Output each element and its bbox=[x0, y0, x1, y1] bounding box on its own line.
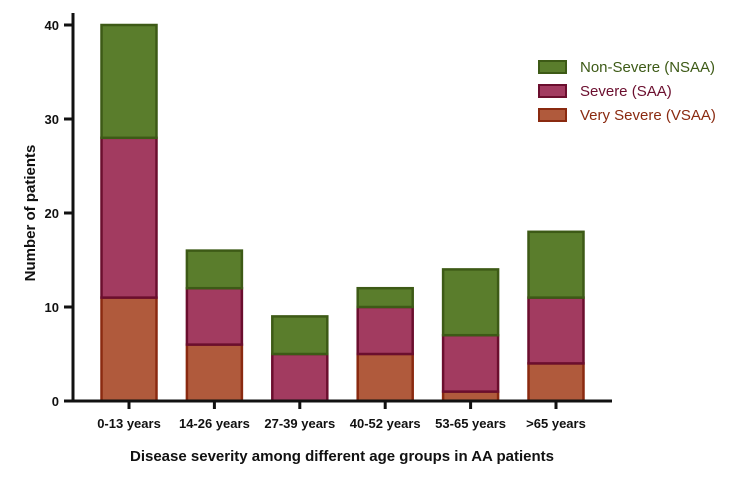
bar-segment bbox=[271, 315, 329, 356]
bar-segment bbox=[185, 343, 244, 403]
bar-segment bbox=[356, 286, 414, 309]
legend-label: Severe (SAA) bbox=[580, 83, 672, 100]
x-tick-label: 40-52 years bbox=[350, 416, 421, 431]
bar-segment bbox=[441, 333, 500, 393]
bars-group bbox=[100, 23, 585, 403]
legend-label: Very Severe (VSAA) bbox=[580, 107, 716, 124]
legend-swatch bbox=[538, 60, 567, 74]
bar-segment bbox=[100, 296, 158, 403]
bar-segment bbox=[100, 23, 158, 140]
bar-segment bbox=[100, 136, 158, 299]
bar-segment bbox=[185, 286, 244, 346]
x-tick-label: >65 years bbox=[526, 416, 586, 431]
x-tick-label: 14-26 years bbox=[179, 416, 250, 431]
bar-segment bbox=[356, 352, 414, 403]
x-tick-label: 0-13 years bbox=[97, 416, 161, 431]
y-tick-label: 20 bbox=[45, 206, 59, 221]
x-tick-label: 53-65 years bbox=[435, 416, 506, 431]
x-axis-ticks: 0-13 years 14-26 years 27-39 years 40-52 ye… bbox=[97, 401, 586, 431]
legend-label: Non-Severe (NSAA) bbox=[580, 59, 715, 76]
y-tick-label: 30 bbox=[45, 112, 59, 127]
bar-segment bbox=[271, 352, 329, 403]
y-axis-title: Number of patients bbox=[22, 145, 39, 282]
y-axis-ticks: 0 10 20 30 40 bbox=[45, 18, 73, 409]
bar-segment bbox=[356, 305, 414, 356]
y-tick-label: 10 bbox=[45, 300, 59, 315]
legend-swatch bbox=[538, 84, 567, 98]
x-tick-label: 27-39 years bbox=[264, 416, 335, 431]
y-tick-label: 0 bbox=[52, 394, 59, 409]
bar-segment bbox=[527, 362, 585, 403]
bar-segment bbox=[527, 230, 585, 299]
y-tick-label: 40 bbox=[45, 18, 59, 33]
bar-segment bbox=[441, 268, 500, 337]
legend-swatch bbox=[538, 108, 567, 122]
x-axis-title: Disease severity among different age gro… bbox=[130, 448, 554, 465]
bar-segment bbox=[185, 249, 244, 290]
legend: Non-Severe (NSAA) Severe (SAA) Very Severe… bbox=[538, 59, 716, 124]
bar-segment bbox=[527, 296, 585, 365]
